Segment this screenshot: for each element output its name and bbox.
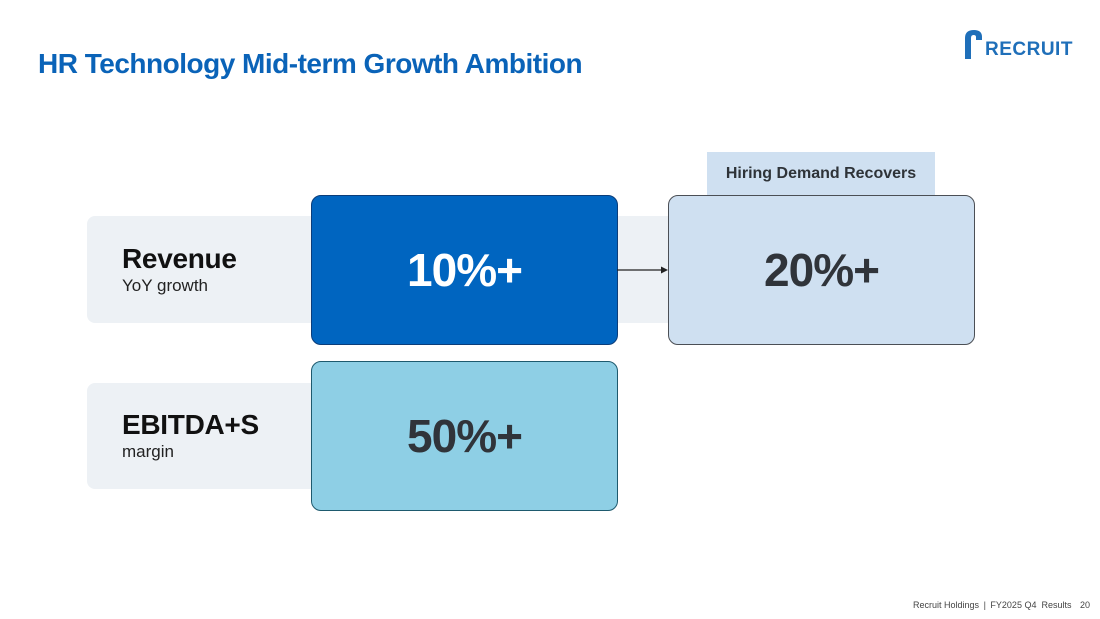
hiring-demand-tag: Hiring Demand Recovers <box>707 152 935 195</box>
logo-text: RECRUIT <box>985 39 1073 60</box>
footer-company: Recruit Holdings <box>913 600 980 610</box>
ebitda-row-background <box>87 383 347 489</box>
ebitda-current-value: 50%+ <box>407 410 523 462</box>
ebitda-label: EBITDA+S <box>122 409 259 440</box>
revenue-current-value: 10%+ <box>407 244 523 296</box>
arrow-right-icon <box>617 266 668 274</box>
revenue-label-group: Revenue YoY growth <box>122 243 237 297</box>
recruit-logo: RECRUIT <box>962 28 1073 60</box>
ebitda-current-box: 50%+ <box>311 361 618 511</box>
revenue-current-box: 10%+ <box>311 195 618 345</box>
ebitda-sublabel: margin <box>122 442 174 461</box>
recruit-logo-icon <box>965 30 982 59</box>
footer-report: FY2025 Q4 Results <box>990 600 1072 610</box>
ebitda-label-group: EBITDA+S margin <box>122 409 259 463</box>
revenue-future-box: 20%+ <box>668 195 975 345</box>
revenue-label: Revenue <box>122 243 237 274</box>
footer-page-number: 20 <box>1079 600 1090 610</box>
page-title: HR Technology Mid-term Growth Ambition <box>38 48 583 79</box>
footer: Recruit Holdings | FY2025 Q4 Results 20 <box>911 600 1090 610</box>
footer-separator: | <box>983 600 986 610</box>
revenue-sublabel: YoY growth <box>122 276 209 295</box>
hiring-demand-tag-label: Hiring Demand Recovers <box>725 164 917 182</box>
revenue-future-value: 20%+ <box>764 244 880 296</box>
